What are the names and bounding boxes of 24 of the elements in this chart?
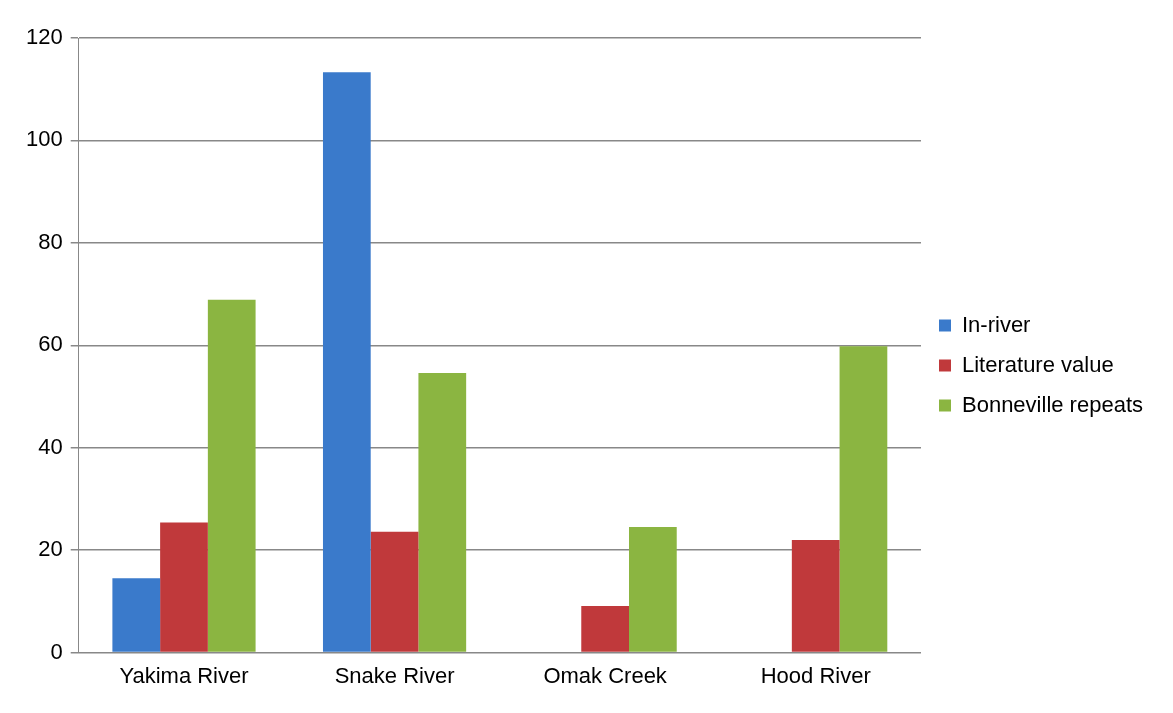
bar [418, 372, 467, 652]
bar [791, 539, 840, 652]
y-tick-label: 120 [25, 24, 63, 50]
bar [839, 346, 888, 652]
bar [207, 299, 256, 652]
bar [370, 531, 419, 652]
bar [629, 527, 677, 652]
bar [322, 72, 371, 652]
bar [581, 605, 629, 652]
y-tick-label: 100 [25, 126, 63, 152]
legend-label: Literature value [961, 351, 1114, 377]
y-tick-label: 60 [38, 331, 63, 357]
bar [112, 578, 161, 652]
x-tick-label: Omak Creek [543, 662, 668, 688]
x-tick-label: Yakima River [119, 662, 249, 688]
legend-label: Bonneville repeats [961, 391, 1144, 417]
y-tick-label: 0 [50, 638, 63, 664]
x-tick-label: Snake River [334, 662, 455, 688]
legend-label: In-river [961, 311, 1031, 337]
y-tick-label: 20 [38, 536, 63, 562]
y-tick-label: 40 [38, 433, 63, 459]
bar [160, 522, 208, 652]
y-tick-label: 80 [38, 228, 63, 254]
x-tick-label: Hood River [760, 662, 871, 688]
